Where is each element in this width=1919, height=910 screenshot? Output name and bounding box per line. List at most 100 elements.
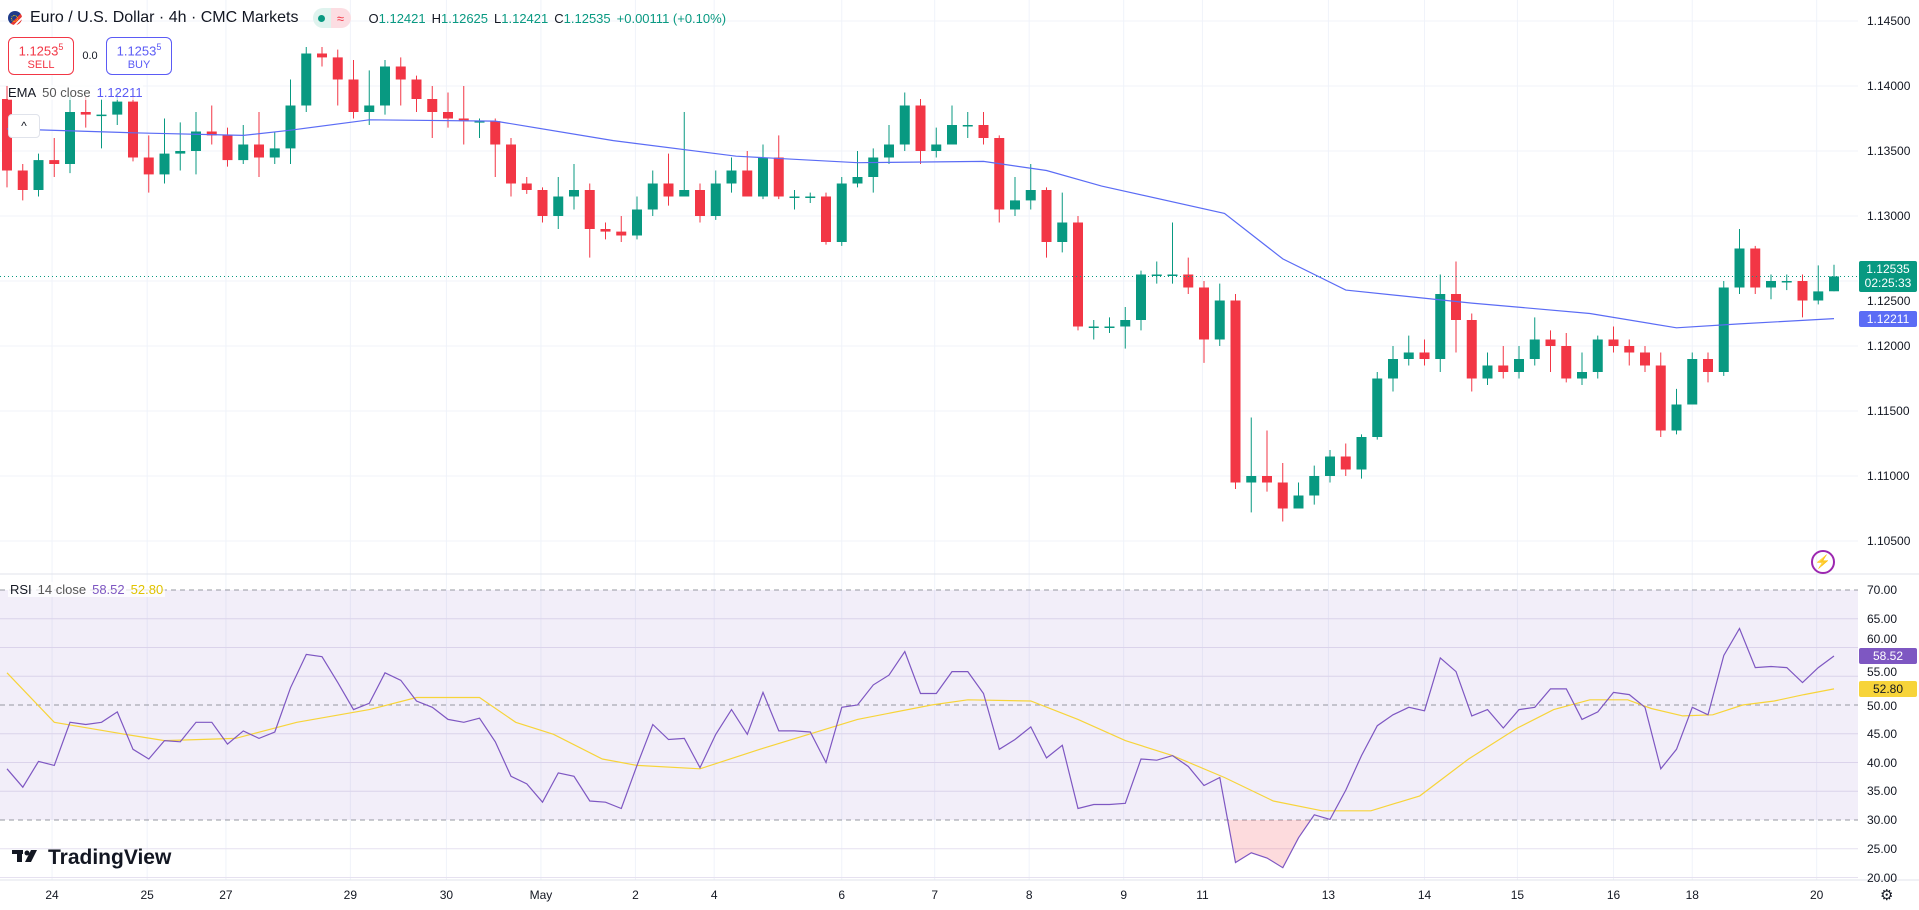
candle bbox=[506, 138, 516, 197]
candle-body bbox=[443, 112, 453, 119]
candle-body bbox=[1655, 365, 1666, 431]
candle-body bbox=[821, 196, 831, 242]
collapse-legend-button[interactable]: ^ bbox=[8, 114, 40, 138]
candle-body bbox=[411, 79, 422, 99]
market-status-badge[interactable]: ≈ bbox=[312, 8, 351, 28]
candle-body bbox=[726, 170, 737, 184]
candle-body bbox=[836, 183, 847, 242]
candle bbox=[1088, 320, 1099, 340]
price-axis-label: 1.12000 bbox=[1867, 339, 1911, 353]
candle bbox=[884, 125, 894, 164]
open-label: O bbox=[368, 10, 379, 26]
candle bbox=[1041, 187, 1052, 258]
candle bbox=[427, 86, 438, 138]
candle-body bbox=[915, 105, 926, 151]
sell-button[interactable]: 1.12535 SELL bbox=[8, 37, 74, 75]
time-axis-label: 25 bbox=[140, 888, 154, 902]
lightning-icon[interactable]: ⚡ bbox=[1811, 550, 1835, 574]
candle bbox=[1608, 326, 1619, 353]
candle-body bbox=[1482, 365, 1493, 379]
candle bbox=[1655, 352, 1666, 437]
sell-pip: 5 bbox=[58, 42, 64, 53]
gear-icon[interactable]: ⚙ bbox=[1880, 887, 1894, 904]
candle-body bbox=[1199, 287, 1209, 340]
rsi-ma-value: 52.80 bbox=[130, 582, 164, 597]
open-value: 1.12421 bbox=[378, 10, 426, 26]
candle-body bbox=[569, 190, 579, 197]
tradingview-logo[interactable]: TradingView bbox=[12, 846, 171, 870]
candle bbox=[584, 183, 595, 258]
candle bbox=[332, 49, 343, 106]
candle-body bbox=[1781, 281, 1792, 283]
candle-body bbox=[1514, 359, 1524, 372]
candle bbox=[1325, 450, 1335, 483]
candle-body bbox=[1829, 276, 1839, 292]
candle-body bbox=[1388, 359, 1398, 379]
high-label: H bbox=[431, 10, 442, 26]
candle-body bbox=[805, 196, 816, 198]
candle-body bbox=[80, 112, 91, 115]
candle-body bbox=[962, 125, 973, 127]
rsi-legend[interactable]: RSI 14 close 58.52 52.80 bbox=[8, 582, 166, 597]
candle bbox=[868, 148, 879, 193]
candle-body bbox=[285, 105, 296, 149]
sell-price: 1.1253 bbox=[18, 43, 59, 59]
candle-body bbox=[1545, 339, 1556, 346]
candle-body bbox=[773, 157, 784, 197]
candle bbox=[1451, 261, 1461, 353]
buy-button[interactable]: 1.12535 BUY bbox=[106, 37, 172, 75]
candle-body bbox=[931, 144, 942, 151]
price-axis-label: 1.13000 bbox=[1867, 209, 1911, 223]
rsi-axis-label: 20.00 bbox=[1867, 870, 1898, 885]
candle bbox=[789, 190, 800, 210]
candle bbox=[1025, 164, 1036, 210]
candle-body bbox=[191, 131, 201, 151]
candle-body bbox=[1498, 365, 1509, 372]
candle-body bbox=[1309, 476, 1320, 496]
current-price-tag: 1.12535 02:25:33 bbox=[1859, 261, 1917, 293]
low-value: 1.12421 bbox=[501, 10, 549, 26]
candle-body bbox=[1766, 281, 1776, 288]
candle bbox=[679, 112, 690, 197]
candle bbox=[521, 177, 532, 194]
close-value: 1.12535 bbox=[563, 10, 611, 26]
price-axis-label: 1.10500 bbox=[1867, 534, 1911, 548]
candle-body bbox=[1104, 326, 1115, 328]
candle bbox=[647, 170, 658, 216]
candle bbox=[1734, 229, 1745, 294]
time-axis-label: 7 bbox=[931, 888, 939, 902]
time-axis-label: May bbox=[529, 888, 553, 902]
candle bbox=[553, 177, 564, 229]
candle bbox=[742, 151, 753, 197]
rsi-axis-label: 50.00 bbox=[1867, 698, 1898, 713]
candle bbox=[899, 92, 910, 151]
candle-body bbox=[1120, 320, 1131, 327]
candle bbox=[821, 192, 831, 245]
candle-body bbox=[1025, 190, 1036, 201]
ema-name: EMA bbox=[8, 85, 37, 100]
candle bbox=[1293, 482, 1304, 509]
candle bbox=[285, 79, 296, 164]
time-axis-label: 11 bbox=[1196, 888, 1209, 902]
rsi-axis-label: 45.00 bbox=[1867, 726, 1898, 741]
candle-body bbox=[474, 121, 485, 123]
candle bbox=[1419, 339, 1430, 366]
candle bbox=[1246, 417, 1257, 513]
ema-price-tag: 1.12211 bbox=[1859, 310, 1917, 327]
candle bbox=[1797, 274, 1808, 318]
ohlc-values: O1.12421 H1.12625 L1.12421 C1.12535 +0.0… bbox=[369, 11, 727, 26]
ema-legend[interactable]: EMA 50 close 1.12211 bbox=[8, 85, 143, 100]
candle-body bbox=[1561, 346, 1572, 379]
candle-body bbox=[978, 125, 989, 138]
candle bbox=[364, 70, 375, 125]
time-axis-label: 8 bbox=[1025, 888, 1033, 902]
ema-line bbox=[6, 119, 1835, 329]
symbol-title[interactable]: Euro / U.S. Dollar · 4h · CMC Markets bbox=[30, 9, 299, 26]
candle-body bbox=[663, 183, 674, 197]
candle bbox=[1829, 264, 1839, 292]
time-axis-label: 14 bbox=[1417, 888, 1432, 902]
high-value: 1.12625 bbox=[441, 10, 489, 26]
candle bbox=[254, 112, 264, 177]
candle bbox=[915, 99, 926, 164]
